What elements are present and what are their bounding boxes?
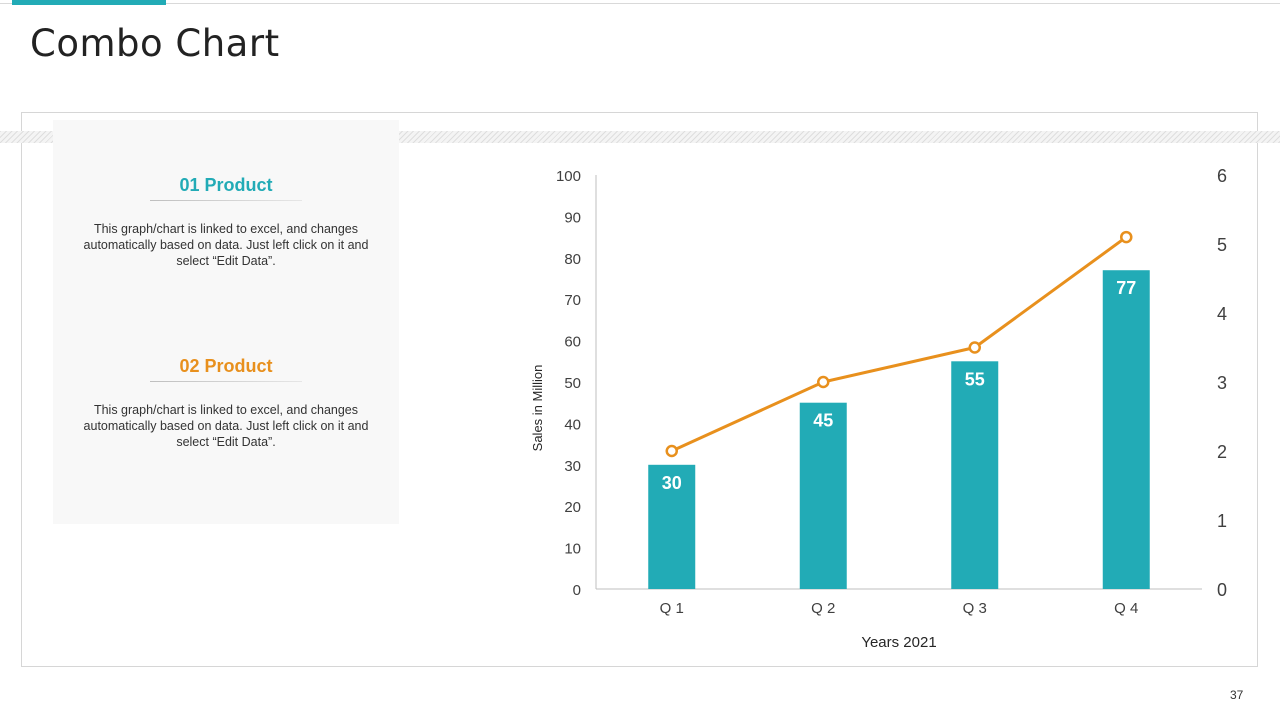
y2-tick-label: 4: [1217, 304, 1227, 324]
x-tick-label: Q 2: [811, 600, 835, 617]
y-tick-label: 40: [564, 416, 581, 433]
bar-data-label: 30: [662, 473, 682, 493]
bar-data-label: 77: [1116, 278, 1136, 298]
y-axis-title: Sales in Million: [530, 365, 545, 452]
product-block-1: 01 Product This graph/chart is linked to…: [53, 174, 399, 269]
y-tick-label: 70: [564, 292, 581, 309]
x-tick-label: Q 3: [963, 600, 987, 617]
y-tick-label: 80: [564, 251, 581, 268]
line-point-3: [968, 341, 981, 354]
y-tick-label: 50: [564, 375, 581, 392]
line-point-4: [1120, 230, 1133, 244]
product-2-title: 02 Product: [179, 356, 273, 376]
y-tick-label: 10: [564, 541, 581, 558]
y-tick-label: 90: [564, 209, 581, 226]
y2-tick-label: 1: [1217, 511, 1227, 531]
y-tick-label: 30: [564, 458, 581, 475]
bar-3: [951, 361, 999, 589]
product-block-2: 02 Product This graph/chart is linked to…: [53, 355, 399, 450]
x-tick-label: Q 4: [1114, 600, 1138, 617]
y-tick-label: 60: [564, 334, 581, 351]
x-axis-title: Years 2021: [861, 634, 936, 651]
y2-tick-label: 2: [1217, 442, 1227, 462]
bar-2: [799, 402, 847, 589]
product-1-description: This graph/chart is linked to excel, and…: [83, 222, 369, 268]
y2-tick-label: 3: [1217, 373, 1227, 393]
line-point-2: [817, 375, 830, 389]
product-description-panel: 01 Product This graph/chart is linked to…: [53, 120, 399, 524]
title-accent-bar: [12, 0, 166, 5]
y-tick-label: 0: [573, 582, 581, 599]
product-2-description: This graph/chart is linked to excel, and…: [83, 403, 369, 449]
line-series-02-product: [671, 235, 1128, 453]
y-tick-label: 20: [564, 499, 581, 516]
bar-data-label: 45: [813, 411, 833, 431]
y2-tick-label: 6: [1217, 166, 1227, 186]
product-1-divider: [150, 200, 302, 201]
bar-data-label: 55: [965, 369, 985, 389]
line-point-1: [665, 444, 678, 458]
y2-tick-label: 5: [1217, 235, 1227, 255]
bar-4: [1102, 270, 1150, 589]
x-tick-label: Q 1: [660, 600, 684, 617]
y-tick-label: 100: [556, 168, 581, 185]
y2-tick-label: 0: [1217, 580, 1227, 600]
page-number: 37: [1230, 688, 1244, 702]
bar-1: [648, 464, 696, 589]
product-1-title: 01 Product: [179, 175, 273, 195]
product-2-divider: [150, 381, 302, 382]
page-title: Combo Chart: [30, 22, 280, 65]
top-rule: [0, 3, 1280, 4]
